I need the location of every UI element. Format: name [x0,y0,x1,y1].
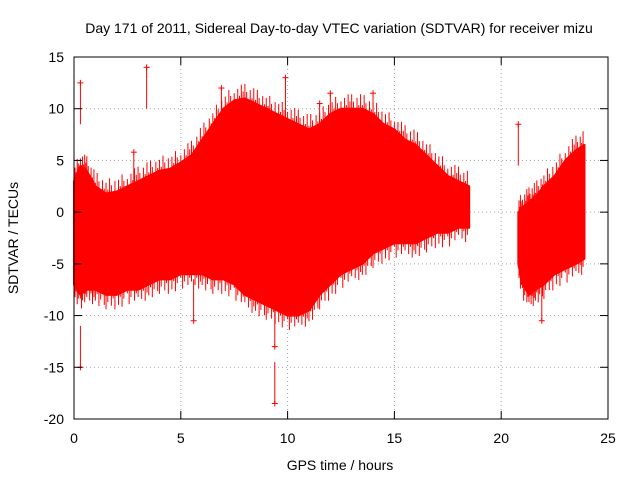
x-tick-label: 25 [600,430,616,446]
outlier-point [538,279,545,324]
outlier-point [271,305,278,350]
x-axis-label: GPS time / hours [287,457,394,473]
outlier-point [316,100,323,145]
x-tick-label: 10 [280,430,296,446]
y-tick-label: 0 [56,204,64,220]
x-tick-label: 0 [70,430,78,446]
outlier-point [77,325,84,371]
x-tick-label: 5 [177,430,185,446]
outlier-markers [77,64,545,407]
outlier-point [77,79,84,125]
outlier-point [515,121,522,166]
outlier-point [218,85,225,130]
axis-ticks: -20 -15 -10 -5 0 5 10 15 0 5 10 15 20 25 [44,49,616,446]
y-tick-label: -15 [44,359,64,375]
outlier-point [130,149,137,194]
data-area [73,83,586,331]
outlier-point [327,90,334,135]
plot-frame [73,56,609,420]
x-tick-label: 15 [387,430,403,446]
y-axis-label: SDTVAR / TECUs [5,182,21,294]
x-tick-label: 20 [493,430,509,446]
y-tick-label: 10 [48,101,64,117]
outlier-point [143,64,150,109]
y-tick-label: 5 [56,152,64,168]
y-tick-label: -10 [44,308,64,324]
outlier-point [271,362,278,407]
outlier-point [282,74,289,120]
y-tick-label: 15 [48,49,64,65]
outlier-point [370,90,377,135]
outlier-point [190,279,197,324]
outlier-point [263,105,270,151]
chart-title: Day 171 of 2011, Sidereal Day-to-day VTE… [85,20,593,36]
y-tick-label: -20 [44,411,64,427]
y-tick-label: -5 [52,256,65,272]
